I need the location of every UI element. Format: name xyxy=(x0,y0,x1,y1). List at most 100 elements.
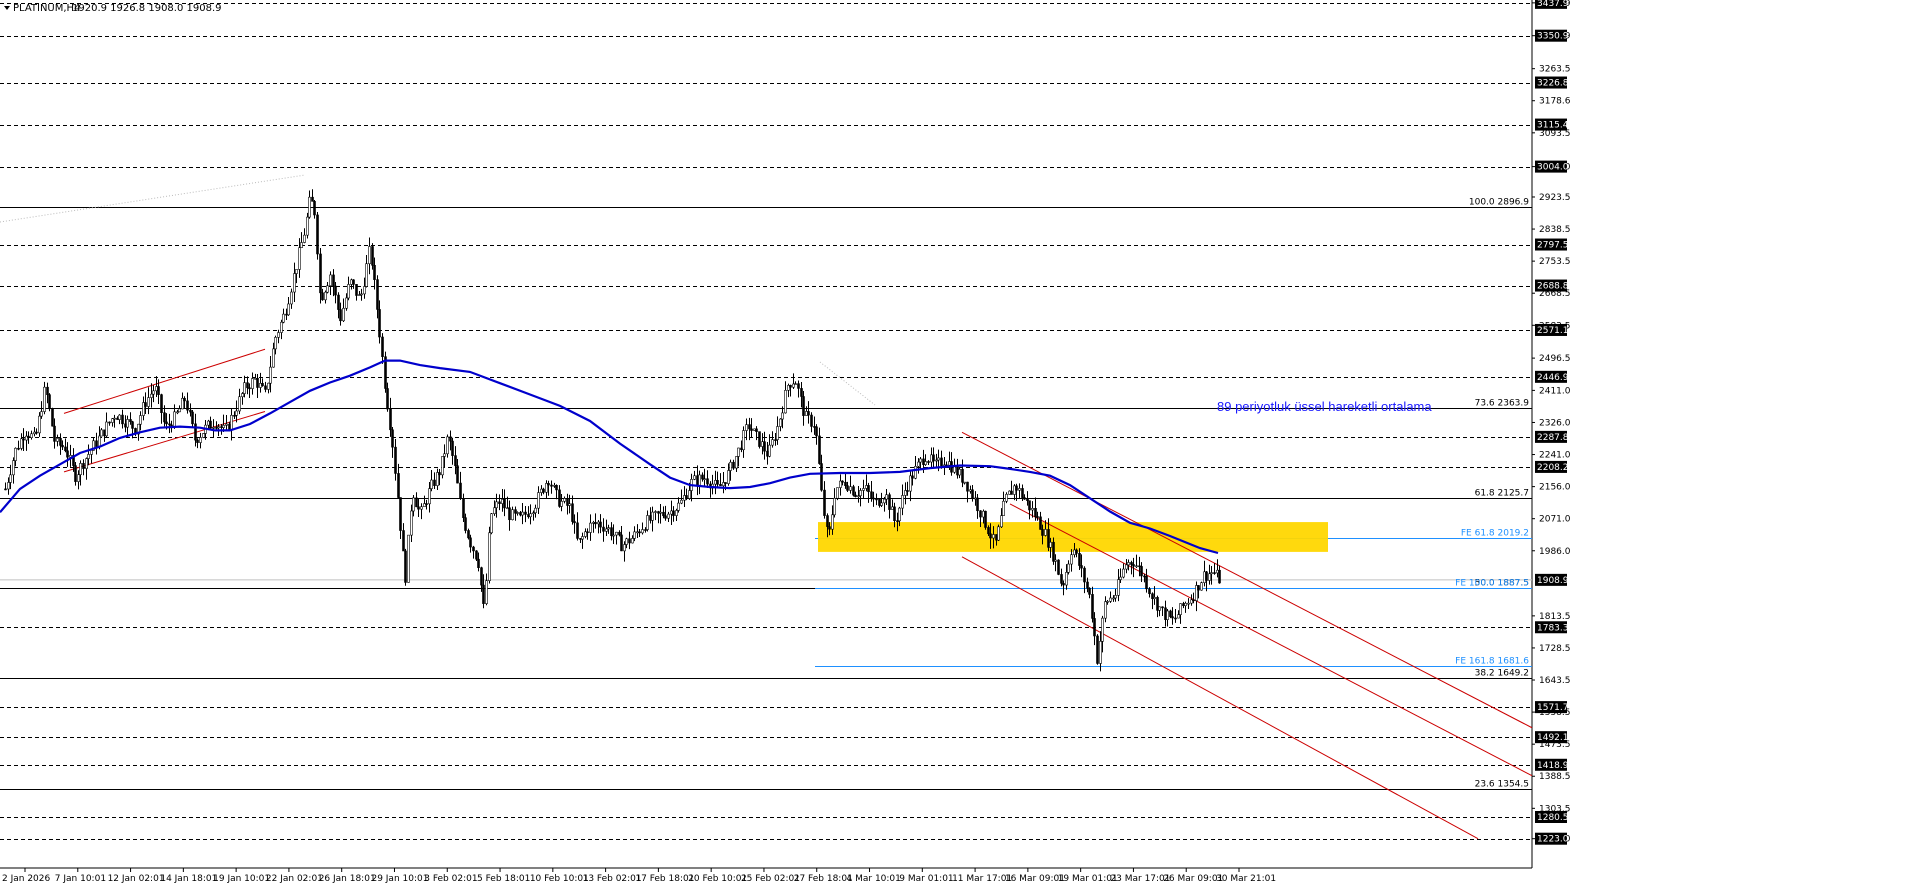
candle-body xyxy=(651,511,654,521)
candle-body xyxy=(121,414,124,425)
candle-body xyxy=(451,440,454,456)
candle-body xyxy=(545,483,548,493)
candles xyxy=(4,189,1221,672)
candle-body xyxy=(168,423,171,426)
dotted-trend-line xyxy=(0,174,306,223)
candle-body xyxy=(722,482,725,487)
level-price-tag xyxy=(1535,621,1567,634)
candle-body xyxy=(1018,488,1021,491)
candle-body xyxy=(703,478,706,481)
candle-body xyxy=(233,414,236,417)
candle-body xyxy=(1096,635,1099,664)
level-price-tag-label: 1571.7 xyxy=(1537,703,1569,713)
candle-body xyxy=(230,414,233,430)
candle-body xyxy=(248,387,251,390)
level-price-tag-label: 1223.0 xyxy=(1537,835,1569,845)
candle-body xyxy=(1130,562,1133,565)
candle-body xyxy=(56,438,59,442)
candle-body xyxy=(475,550,478,560)
candle-body xyxy=(901,495,904,509)
candle-body xyxy=(576,522,579,539)
candle-body xyxy=(90,450,93,455)
candle-body xyxy=(345,297,348,309)
current-price-tag-label: 1908.9 xyxy=(1537,576,1569,586)
candle-body xyxy=(116,417,119,420)
level-price-tag-label: 2287.8 xyxy=(1537,433,1569,443)
candle-body xyxy=(25,435,28,441)
channel-line[interactable] xyxy=(961,431,1533,729)
candle-body xyxy=(547,483,550,486)
candle-body xyxy=(1192,599,1195,602)
candle-body xyxy=(1112,597,1115,600)
candle-body xyxy=(428,488,431,505)
level-price-tag-label: 3226.8 xyxy=(1537,79,1569,89)
candle-body xyxy=(1132,564,1135,567)
channel-line[interactable] xyxy=(63,348,266,414)
channel-line[interactable] xyxy=(1009,503,1533,777)
candle-body xyxy=(1002,500,1005,516)
candle-body xyxy=(139,415,142,425)
price-tick-label: 1303.5 xyxy=(1539,804,1571,814)
price-tick-label: 2071.0 xyxy=(1539,515,1571,525)
candle-body xyxy=(467,530,470,539)
candle-body xyxy=(558,489,561,507)
candle-body xyxy=(1210,572,1213,575)
level-price-tag xyxy=(1535,430,1567,443)
level-price-tag-label: 1418.9 xyxy=(1537,761,1569,771)
candle-body xyxy=(885,494,888,500)
candle-body xyxy=(420,506,423,510)
time-tick-label: 3 Feb 02:01 xyxy=(424,874,477,884)
fib-expansion-label: FE 100.0 1887.5 xyxy=(1455,579,1529,589)
candle-body xyxy=(79,463,82,475)
candle-body xyxy=(846,485,849,491)
candle-body xyxy=(542,488,545,493)
candle-body xyxy=(958,468,961,476)
candle-body xyxy=(844,481,847,487)
candle-body xyxy=(1179,603,1182,615)
candle-body xyxy=(961,468,964,483)
level-price-tag xyxy=(1535,758,1567,771)
candle-body xyxy=(163,412,166,423)
price-tick-label: 2753.5 xyxy=(1539,257,1571,267)
price-tick-label: 2838.5 xyxy=(1539,225,1571,235)
time-tick-label: 4 Mar 10:01 xyxy=(847,874,901,884)
candle-body xyxy=(368,246,371,265)
level-price-tag xyxy=(1535,29,1567,42)
candle-body xyxy=(326,285,329,293)
candle-body xyxy=(516,512,519,514)
time-tick-label: 5 Feb 18:01 xyxy=(477,874,530,884)
candle-body xyxy=(74,465,77,482)
candle-body xyxy=(646,515,649,530)
candle-body xyxy=(883,498,886,504)
level-price-tag xyxy=(1535,279,1567,292)
candle-body xyxy=(152,390,155,395)
candle-body xyxy=(1083,567,1086,583)
candle-body xyxy=(880,502,883,506)
candle-body xyxy=(17,447,20,450)
candle-body xyxy=(573,521,576,524)
channel-line[interactable] xyxy=(961,556,1479,840)
candle-body xyxy=(1106,601,1109,603)
candle-body xyxy=(779,418,782,427)
symbol-menu-icon[interactable] xyxy=(4,6,10,10)
candle-body xyxy=(1000,515,1003,528)
candle-body xyxy=(833,497,836,516)
candle-body xyxy=(836,487,839,499)
candle-body xyxy=(391,429,394,448)
candle-body xyxy=(9,474,12,483)
candle-body xyxy=(1065,572,1068,586)
candle-body xyxy=(841,480,844,483)
candle-body xyxy=(235,410,238,416)
candle-body xyxy=(1216,569,1219,574)
candle-body xyxy=(893,506,896,521)
level-price-tag-label: 1783.3 xyxy=(1537,623,1569,633)
level-price-tag-label: 3350.9 xyxy=(1537,32,1569,42)
candle-body xyxy=(103,429,106,437)
candle-body xyxy=(820,463,823,491)
price-tick-label: 2156.0 xyxy=(1539,483,1571,493)
candle-body xyxy=(402,530,405,552)
candle-body xyxy=(209,420,212,429)
candle-body xyxy=(1047,529,1050,548)
candle-body xyxy=(1135,565,1138,568)
